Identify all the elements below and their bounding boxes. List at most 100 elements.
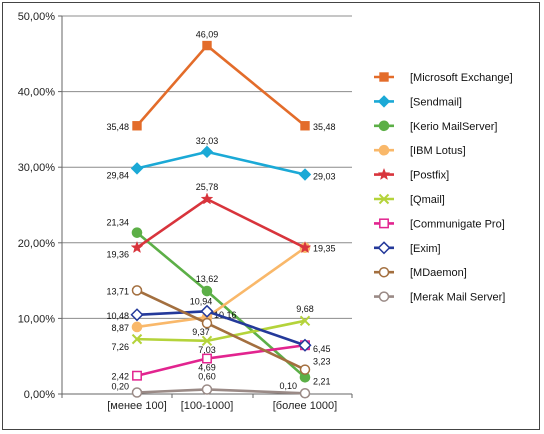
data-label: 6,45 [313, 344, 331, 354]
legend-label: [Qmail] [410, 194, 445, 206]
data-point [132, 121, 142, 131]
data-label: 4,69 [198, 363, 216, 373]
series-line [136, 343, 306, 377]
data-point [299, 387, 311, 399]
data-label: 19,35 [313, 244, 336, 254]
data-point [299, 315, 311, 327]
data-point [200, 304, 214, 318]
data-label: 9,37 [192, 327, 210, 337]
data-label: 10,94 [190, 296, 213, 306]
legend-marker [377, 95, 391, 108]
data-point [201, 317, 213, 329]
legend-marker [378, 291, 390, 302]
legend-label: [Postfix] [410, 170, 449, 182]
series-qmail: 7,26 7,03 9,68 [111, 304, 313, 355]
legend-marker [378, 193, 390, 205]
series-communigate-pro: 2,42 4,69 [111, 340, 310, 382]
chart-frame [2, 2, 540, 430]
series-line [136, 44, 306, 127]
legend-label: [IBM Lotus] [410, 145, 466, 157]
data-label: 29,03 [313, 172, 336, 182]
data-point [131, 333, 143, 345]
data-label: 7,26 [111, 342, 129, 352]
data-point [131, 285, 143, 296]
legend-marker [379, 72, 389, 82]
y-tick-label: 0,00% [24, 389, 55, 401]
data-label: 29,84 [106, 170, 129, 180]
data-point [130, 308, 144, 322]
legend-label: [MDaemon] [410, 267, 467, 279]
data-point [300, 121, 310, 131]
data-point [298, 338, 312, 352]
y-tick-label: 20,00% [18, 238, 56, 250]
legend-item: [IBM Lotus] [374, 144, 466, 157]
data-label: 19,36 [106, 250, 129, 260]
legend-marker [378, 144, 390, 156]
data-label: 3,23 [313, 357, 331, 367]
data-label: 2,42 [111, 372, 129, 382]
data-point [130, 240, 144, 254]
legend-label: [Kerio MailServer] [410, 121, 497, 133]
data-label: 10,48 [106, 311, 129, 321]
series-microsoft-exchange: 35,48 46,09 35,48 [106, 30, 335, 132]
data-label: 35,48 [106, 122, 129, 132]
legend-marker [378, 266, 390, 278]
series-merak-mail-server: 0,20 0,60 0,10 [111, 371, 311, 399]
data-label: 21,34 [106, 218, 129, 228]
x-tick-label: [менее 100] [107, 400, 167, 412]
legend-label: [Exim] [410, 243, 441, 255]
legend-label: [Sendmail] [410, 96, 462, 108]
data-point [200, 192, 214, 205]
data-label: 0,20 [111, 381, 129, 391]
legend-item: [MDaemon] [374, 266, 467, 279]
y-tick-label: 50,00% [18, 11, 56, 23]
legend-marker [377, 241, 391, 255]
series-exim: 10,48 10,94 6,45 [106, 296, 330, 354]
data-label: 46,09 [196, 30, 219, 40]
series-line [136, 197, 306, 249]
data-point [131, 227, 143, 238]
series-kerio-mailserver: 21,34 13,62 2,21 [106, 218, 330, 387]
data-label: 10,16 [214, 310, 237, 320]
x-tick-label: [более 1000] [273, 400, 337, 412]
data-point [200, 145, 214, 159]
data-point [130, 162, 144, 175]
series-mdaemon: 13,71 9,37 3,23 [106, 285, 331, 375]
data-point [298, 240, 312, 254]
legend-item: [Exim] [374, 241, 441, 255]
data-point [202, 40, 212, 51]
data-point [201, 285, 213, 297]
legend-marker [377, 167, 391, 181]
data-point [299, 364, 311, 375]
legend-item: [Postfix] [374, 167, 449, 182]
x-tick-label: [100-1000] [181, 400, 234, 412]
data-label: 2,21 [313, 376, 331, 386]
data-point [201, 384, 213, 395]
data-label: 9,68 [296, 304, 314, 314]
data-label: 35,48 [313, 122, 336, 132]
data-label: 0,60 [198, 371, 216, 381]
data-point [202, 353, 212, 364]
legend-marker [378, 120, 390, 132]
legend-marker [379, 218, 389, 229]
data-point [298, 168, 312, 181]
data-label: 13,71 [106, 286, 129, 296]
legend-item: [Qmail] [374, 193, 445, 206]
legend-item: [Sendmail] [374, 95, 462, 108]
data-label: 0,10 [279, 381, 297, 391]
legend-label: [Communigate Pro] [410, 218, 505, 230]
legend-label: [Merak Mail Server] [410, 292, 505, 304]
data-label: 13,62 [196, 274, 219, 284]
series-sendmail: 29,84 32,03 29,03 [106, 136, 335, 182]
data-point [131, 321, 143, 333]
legend-item: [Merak Mail Server] [374, 291, 505, 304]
data-label: 8,87 [111, 323, 129, 333]
data-point [131, 387, 143, 398]
legend-item: [Microsoft Exchange] [374, 72, 513, 84]
series-line [136, 150, 306, 176]
legend-item: [Kerio MailServer] [374, 120, 497, 133]
legend-label: [Microsoft Exchange] [410, 72, 513, 84]
y-tick-label: 30,00% [18, 162, 56, 174]
legend-item: [Communigate Pro] [374, 218, 505, 230]
